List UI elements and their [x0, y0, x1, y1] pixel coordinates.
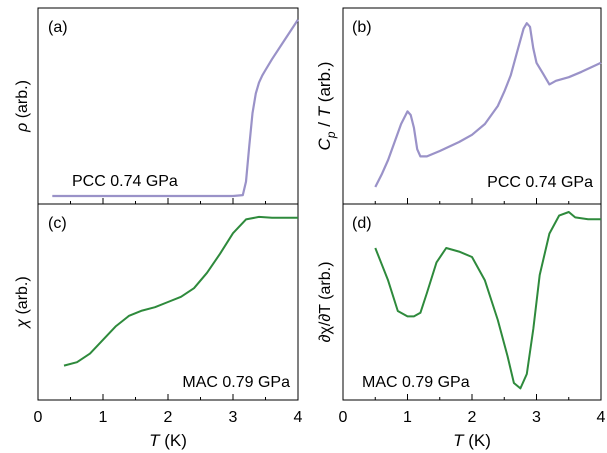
ylabel-b-sub: p	[324, 131, 338, 139]
x-tick-label: 0	[339, 409, 348, 426]
xlabel-right-unit: (K)	[468, 431, 491, 450]
ylabel-a-var: ρ	[14, 123, 31, 133]
x-tick-label: 2	[468, 409, 477, 426]
x-tick-label: 3	[532, 409, 541, 426]
panel-label-d: (d)	[352, 215, 372, 232]
ylabel-d: ∂χ/∂T (arb.)	[317, 262, 334, 343]
x-tick-label: 1	[99, 409, 108, 426]
panel-d-frame	[342, 203, 602, 401]
xlabel-right-var: T	[453, 431, 465, 450]
ylabel-b-var2: T	[315, 105, 334, 117]
ylabel-c-var: χ	[14, 319, 31, 330]
axis-ticks: 0 1 2 3 4 0 1 2 3 4	[34, 198, 606, 426]
x-tick-label: 3	[229, 409, 238, 426]
annotation-a: PCC 0.74 GPa	[72, 173, 178, 190]
ylabel-a-unit: (arb.)	[14, 80, 31, 118]
x-tick-label: 2	[164, 409, 173, 426]
annotation-d: MAC 0.79 GPa	[362, 374, 470, 391]
xlabel-left-unit: (K)	[164, 431, 187, 450]
panel-label-a: (a)	[48, 19, 68, 36]
x-tick-label: 1	[403, 409, 412, 426]
xlabel-right: T (K)	[453, 431, 491, 450]
panel-label-b: (b)	[352, 19, 372, 36]
annotation-c: MAC 0.79 GPa	[182, 374, 290, 391]
series-line-d	[374, 211, 601, 390]
xlabel-left-var: T	[149, 431, 161, 450]
series-line-b	[374, 22, 602, 188]
ylabel-a: ρ (arb.)	[14, 80, 31, 133]
x-tick-label: 4	[597, 409, 606, 426]
series-line-a	[52, 18, 299, 198]
series-line-c	[63, 215, 298, 367]
xlabel-left: T (K)	[149, 431, 187, 450]
ylabel-b: Cp / T (arb.)	[315, 62, 338, 151]
ylabel-c-unit: (arb.)	[14, 276, 31, 314]
panel-label-c: (c)	[48, 215, 67, 232]
ylabel-b-unit: (arb.)	[315, 62, 334, 103]
x-tick-label: 0	[34, 409, 43, 426]
x-tick-label: 4	[294, 409, 303, 426]
ylabel-b-var1: C	[315, 137, 334, 150]
annotation-b: PCC 0.74 GPa	[487, 174, 593, 191]
ylabel-c: χ (arb.)	[14, 276, 31, 329]
